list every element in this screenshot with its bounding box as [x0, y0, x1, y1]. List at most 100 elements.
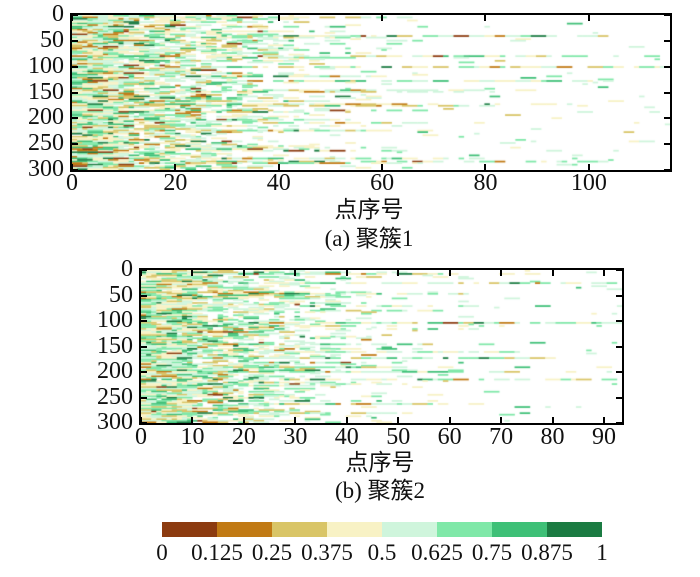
- y-tick-mark-right: [616, 269, 622, 271]
- caption-cluster2: (b) 聚簇2: [334, 478, 426, 503]
- x-tick-mark-top: [71, 15, 73, 21]
- colorbar-tick-label: 0.875: [521, 540, 573, 565]
- colorbar-segment-7: [547, 522, 602, 537]
- colorbar-tick-label: 0.125: [191, 540, 243, 565]
- y-tick-mark-right: [664, 65, 670, 68]
- x-tick-mark-top: [551, 270, 554, 276]
- y-tick-label: 0: [121, 256, 133, 282]
- y-tick-mark-right: [616, 320, 622, 322]
- colorbar-tick-label: 0.625: [411, 540, 463, 565]
- x-tick-mark: [71, 164, 73, 170]
- x-tick-mark-top: [345, 270, 348, 276]
- x-tick-mark: [277, 164, 280, 170]
- colorbar-tick-label: 1: [596, 540, 608, 565]
- y-tick-mark: [141, 345, 147, 348]
- x-tick-mark-top: [277, 15, 280, 21]
- x-tick-mark: [345, 417, 348, 423]
- y-tick-label: 150: [97, 332, 133, 359]
- x-tick-mark: [484, 164, 487, 170]
- y-tick-mark: [141, 320, 147, 322]
- x-tick-mark: [294, 417, 297, 423]
- x-tick-mark: [191, 417, 194, 423]
- y-tick-mark: [72, 117, 78, 120]
- y-tick-label: 50: [40, 26, 64, 53]
- colorbar-tick-label: 0.25: [251, 540, 293, 565]
- y-tick-mark: [141, 269, 147, 271]
- y-tick-mark: [141, 294, 147, 297]
- y-tick-label: 100: [28, 52, 64, 79]
- x-tick-mark: [551, 417, 554, 423]
- x-tick-mark: [381, 164, 384, 170]
- heatmap-cluster2-canvas: [141, 270, 622, 423]
- y-tick-mark: [72, 39, 78, 42]
- x-tick-label: 10: [180, 424, 205, 450]
- x-tick-label: 100: [570, 170, 607, 196]
- colorbar-segment-2: [272, 522, 327, 537]
- x-tick-mark-top: [484, 15, 487, 21]
- x-tick-label: 30: [283, 424, 308, 450]
- x-tick-label: 0: [66, 170, 78, 196]
- y-tick-mark: [72, 65, 78, 68]
- colorbar-segment-6: [492, 522, 547, 537]
- y-tick-label: 0: [52, 1, 64, 27]
- y-tick-label: 300: [97, 409, 133, 435]
- y-tick-mark-right: [664, 14, 670, 16]
- x-tick-label: 60: [437, 424, 462, 450]
- x-tick-mark-top: [587, 15, 590, 21]
- x-tick-label: 80: [473, 170, 498, 196]
- x-tick-label: 80: [540, 424, 565, 450]
- y-tick-mark: [72, 14, 78, 16]
- x-tick-mark-top: [397, 270, 400, 276]
- x-tick-mark-top: [140, 270, 142, 276]
- y-tick-mark-right: [616, 371, 622, 373]
- xlabel-cluster1: 点序号: [334, 197, 404, 222]
- heatmap-cluster1-plot: [70, 13, 672, 172]
- y-tick-mark-right: [664, 91, 670, 94]
- colorbar: [162, 522, 602, 537]
- x-tick-mark-top: [242, 270, 245, 276]
- x-tick-mark: [397, 417, 400, 423]
- y-tick-label: 150: [28, 78, 64, 105]
- x-tick-mark-top: [191, 270, 194, 276]
- caption-cluster1: (a) 聚簇1: [324, 226, 414, 251]
- y-tick-mark-right: [664, 169, 670, 171]
- x-tick-label: 40: [266, 170, 291, 196]
- y-tick-mark: [141, 371, 147, 373]
- colorbar-tick-label: 0: [156, 540, 168, 565]
- y-tick-mark-right: [664, 117, 670, 120]
- x-tick-mark: [500, 417, 503, 423]
- colorbar-tick-label: 0.375: [301, 540, 353, 565]
- x-tick-mark: [448, 417, 451, 423]
- x-tick-label: 50: [386, 424, 411, 450]
- y-tick-label: 250: [28, 130, 64, 157]
- y-tick-label: 50: [109, 281, 133, 308]
- y-tick-label: 100: [97, 307, 133, 333]
- y-tick-mark: [72, 169, 78, 171]
- x-tick-label: 20: [231, 424, 256, 450]
- x-tick-mark-top: [500, 270, 503, 276]
- x-tick-label: 0: [135, 424, 147, 450]
- x-tick-mark-top: [294, 270, 297, 276]
- y-tick-label: 200: [97, 358, 133, 384]
- xlabel-cluster2: 点序号: [345, 450, 415, 475]
- x-tick-mark-top: [602, 270, 605, 276]
- x-tick-mark-top: [381, 15, 384, 21]
- y-tick-mark: [72, 143, 78, 146]
- x-tick-label: 40: [334, 424, 359, 450]
- colorbar-segment-4: [382, 522, 437, 537]
- x-tick-mark-top: [174, 15, 177, 21]
- colorbar-segment-1: [217, 522, 272, 537]
- x-tick-mark: [602, 417, 605, 423]
- x-tick-label: 70: [489, 424, 514, 450]
- y-tick-label: 250: [97, 383, 133, 410]
- heatmap-cluster1-canvas: [72, 15, 670, 170]
- y-tick-mark: [72, 91, 78, 94]
- y-tick-mark-right: [616, 345, 622, 348]
- y-tick-mark-right: [616, 422, 622, 424]
- y-tick-label: 200: [28, 104, 64, 131]
- y-tick-mark: [141, 396, 147, 399]
- y-tick-mark-right: [664, 143, 670, 146]
- colorbar-segment-5: [437, 522, 492, 537]
- x-tick-mark-top: [448, 270, 451, 276]
